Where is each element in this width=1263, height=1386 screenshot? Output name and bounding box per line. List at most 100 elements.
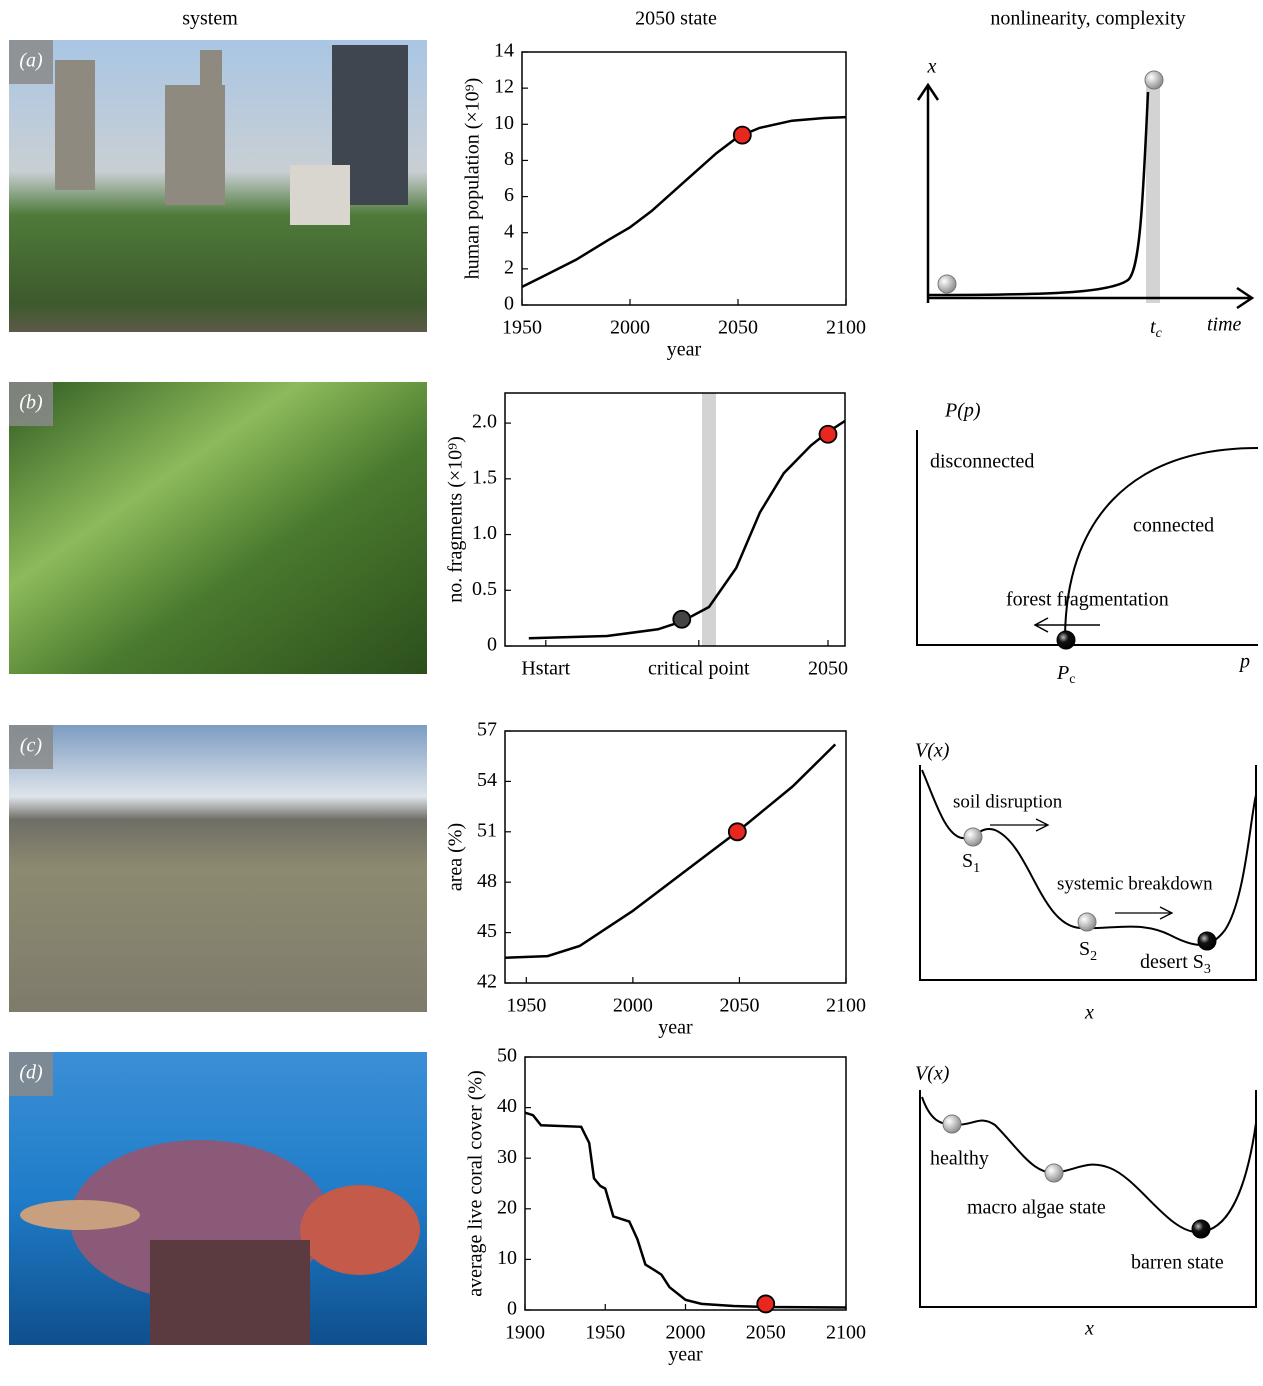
y-tick-label: 30: [497, 1146, 517, 1168]
x-tick-label: 2050: [746, 1322, 786, 1344]
y-tick-label: 10: [497, 1247, 517, 1269]
photo-desert: [9, 725, 427, 1012]
x-tick-label: 2000: [666, 1322, 706, 1344]
text: t: [1150, 316, 1156, 338]
axis-label: tc: [1150, 316, 1163, 342]
column-header: nonlinearity, complexity: [990, 8, 1185, 30]
process-label: forest fragmentation: [1006, 589, 1169, 611]
highlight-band: [702, 393, 716, 646]
text: P: [1056, 662, 1069, 684]
x-tick-label: 1950: [506, 995, 546, 1017]
y-tick-label: 45: [477, 920, 497, 942]
x-axis-title: year: [667, 339, 702, 361]
line-series: [504, 743, 837, 960]
plot-frame: [524, 1056, 847, 1311]
line-series: [524, 1111, 847, 1309]
y-tick-label: 1.5: [472, 466, 497, 488]
state-label: healthy: [930, 1148, 989, 1170]
panel-label: (c): [20, 735, 43, 757]
x-tick-label: 2000: [610, 317, 650, 339]
schematic-d: [919, 1090, 1257, 1308]
panel-label-group: (a) (b) (c) (d): [9, 40, 53, 1096]
subscript: 1: [973, 861, 980, 876]
y-tick-label: 51: [477, 819, 497, 841]
y-axis-title: average live coral cover (%): [465, 1070, 487, 1297]
column-header: 2050 state: [635, 8, 717, 30]
process-label: systemic breakdown: [1057, 873, 1213, 894]
schematic-b: [916, 430, 1259, 650]
point-marker: [756, 1294, 776, 1314]
x-tick-label: 2100: [826, 317, 866, 339]
x-tick-label: 2000: [613, 995, 653, 1017]
point-marker: [818, 424, 838, 444]
subscript: c: [1156, 326, 1163, 341]
x-axis-title: year: [658, 1017, 693, 1039]
y-tick-label: 0: [487, 634, 497, 656]
x-tick-label: 1950: [502, 317, 542, 339]
text: S: [1079, 938, 1090, 960]
subscript: c: [1069, 672, 1075, 687]
x-tick-label: critical point: [648, 658, 750, 680]
photo-forest: [9, 382, 427, 674]
axis-label: V(x): [915, 1063, 950, 1085]
text: desert S: [1140, 951, 1204, 973]
coral: [20, 1140, 420, 1345]
y-tick-label: 0: [504, 293, 514, 315]
panel-label: (d): [19, 1062, 43, 1084]
panel-label: (b): [19, 392, 43, 414]
x-tick-label: 2100: [826, 995, 866, 1017]
column-header: system: [182, 8, 238, 30]
y-tick-label: 6: [504, 184, 514, 206]
x-tick-label: 2050: [719, 995, 759, 1017]
x-tick-label: 1900: [505, 1322, 545, 1344]
line-series: [521, 115, 847, 289]
y-tick-label: 57: [477, 719, 497, 741]
y-tick-label: 8: [504, 148, 514, 170]
x-tick-label: 2100: [826, 1322, 866, 1344]
panel-label: (a): [19, 50, 43, 72]
point-marker: [672, 609, 692, 629]
y-axis-title: human population (×10⁹): [462, 78, 484, 280]
axis-label: p: [1238, 651, 1250, 673]
region-label: disconnected: [930, 451, 1034, 473]
axis-label: Pc: [1056, 662, 1075, 688]
y-tick-label: 1.0: [472, 522, 497, 544]
y-tick-label: 4: [504, 220, 514, 242]
y-tick-label: 12: [494, 76, 514, 98]
y-tick-label: 0: [507, 1298, 517, 1320]
x-tick-label: 2050: [808, 658, 848, 680]
plot-frame: [521, 51, 847, 306]
line-series: [528, 419, 846, 640]
axis-label: x: [1084, 1318, 1094, 1340]
state-label: S2: [1079, 938, 1097, 965]
y-tick-label: 0.5: [472, 578, 497, 600]
process-label: soil disruption: [953, 791, 1063, 812]
x-axis-title: year: [668, 1344, 703, 1366]
region-label: connected: [1133, 515, 1214, 537]
state-label: S1: [962, 850, 980, 877]
plot-frame: [504, 392, 846, 647]
subscript: 3: [1204, 962, 1211, 977]
state-label: barren state: [1131, 1252, 1224, 1274]
y-tick-label: 48: [477, 870, 497, 892]
axis-label: x: [927, 56, 937, 78]
axis-label: x: [1084, 1002, 1094, 1024]
x-tick-label: Hstart: [521, 658, 570, 680]
subscript: 2: [1090, 949, 1097, 964]
x-tick-label: 1950: [585, 1322, 625, 1344]
y-tick-label: 20: [497, 1196, 517, 1218]
skyline: [55, 45, 408, 225]
state-label: desert S3: [1140, 951, 1211, 978]
y-axis-title: no. fragments (×10⁹): [445, 436, 467, 603]
y-tick-label: 2.0: [472, 411, 497, 433]
schematic-c: [919, 765, 1257, 981]
point-marker: [732, 125, 752, 145]
y-tick-label: 54: [477, 769, 497, 791]
y-axis-title: area (%): [445, 823, 467, 891]
y-tick-label: 50: [497, 1045, 517, 1067]
schematic-a: [916, 70, 1255, 310]
point-marker: [727, 822, 747, 842]
y-tick-label: 42: [477, 971, 497, 993]
text: S: [962, 850, 973, 872]
